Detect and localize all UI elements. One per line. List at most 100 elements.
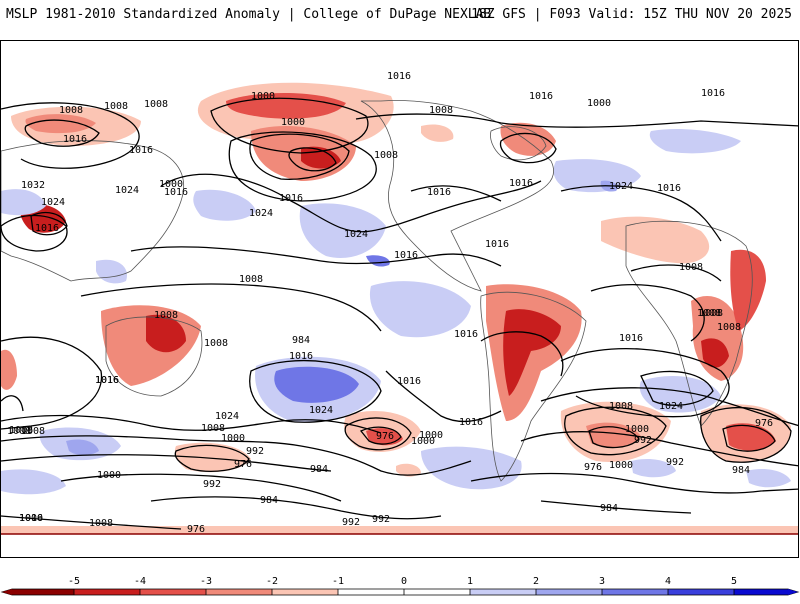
north-america-coast — [360, 100, 554, 292]
isobar-label: 1008 — [144, 99, 168, 110]
isobar-line — [1, 435, 472, 476]
isobar-label: 1008 — [21, 426, 45, 437]
isobar-line — [499, 132, 557, 164]
isobar-line — [722, 424, 776, 452]
isobar-label: 1000 — [251, 91, 275, 102]
isobar-label: 992 — [203, 479, 221, 490]
colorbar-tick-label: -1 — [332, 576, 344, 587]
anomaly-region — [369, 281, 471, 338]
isobar-label: 1008 — [59, 105, 83, 116]
isobar-line — [1, 414, 382, 434]
isobar-label: 1024 — [659, 401, 683, 412]
anomaly-region — [553, 159, 641, 193]
anomaly-map: 1016 1008 1000 1016 1008 1000 1008 1016 1008 1000… — [0, 40, 799, 558]
isobar-line — [80, 283, 382, 332]
anomaly-region — [174, 442, 251, 473]
isobar-line — [588, 426, 640, 449]
isobar-line — [470, 472, 798, 494]
anomaly-region — [421, 124, 454, 142]
isobar-label: 1016 — [35, 223, 59, 234]
isobar-line — [288, 147, 337, 172]
anomaly-region — [586, 422, 641, 448]
isobar-label: 1008 — [679, 262, 703, 273]
isobar-line — [1, 454, 332, 472]
isobar-label: 1016 — [387, 71, 411, 82]
anomaly-region — [503, 309, 561, 396]
anomaly-region — [631, 459, 676, 478]
isobar-label: 1016 — [397, 376, 421, 387]
isobar-label: 1008 — [9, 425, 33, 436]
anomaly-region — [1, 349, 17, 390]
isobar-label: 1016 — [529, 91, 553, 102]
isobar-label: 984 — [732, 465, 750, 476]
isobar-line — [1, 102, 140, 169]
isobar-label: 1016 — [459, 417, 483, 428]
isobar-line — [700, 406, 792, 463]
isobar-line — [30, 212, 68, 236]
isobar-label: 1000 — [19, 513, 43, 524]
isobar-label: 984 — [292, 335, 310, 346]
isobar-line — [150, 496, 442, 520]
isobar-label: 1016 — [289, 351, 313, 362]
isobar-label: 1000 — [281, 117, 305, 128]
isobar-label: 976 — [584, 462, 602, 473]
greenland-coast — [490, 126, 547, 161]
isobar-line — [210, 97, 369, 154]
isobar-label: 1016 — [279, 193, 303, 204]
isobar-label: 1008 — [429, 105, 453, 116]
isobar-label: 1008 — [89, 518, 113, 529]
isobar-labels: 1016 1008 1000 1016 1008 1000 1008 1016 1008 1000… — [7, 71, 773, 535]
isobar-label: 1016 — [129, 145, 153, 156]
isobar-label: 976 — [376, 431, 394, 442]
isobar-label: 1016 — [95, 375, 119, 386]
isobar-line — [590, 284, 705, 342]
isobar-label: 976 — [755, 418, 773, 429]
anomaly-region — [486, 284, 582, 421]
anomaly-region — [193, 189, 256, 221]
anomaly-region — [366, 428, 403, 446]
isobars — [1, 97, 798, 530]
isobar-label: 976 — [187, 524, 205, 535]
isobar-label: 1024 — [41, 197, 65, 208]
isobar-line — [174, 444, 250, 472]
colorbar-tick-label: -2 — [266, 576, 278, 587]
anomaly-region — [366, 255, 390, 267]
isobar-label: 992 — [634, 435, 652, 446]
anomaly-region — [701, 338, 729, 368]
anomaly-region — [730, 249, 766, 331]
australia-coast — [105, 316, 203, 397]
africa-coast — [625, 220, 753, 427]
isobar-line — [228, 131, 377, 202]
isobar-line — [630, 264, 722, 282]
isobar-label: 1016 — [701, 88, 725, 99]
colorbar-bin — [470, 589, 536, 595]
isobar-label: 1000 — [587, 98, 611, 109]
isobar-label: 984 — [600, 503, 618, 514]
anomaly-region — [746, 469, 791, 488]
isobar-label: 992 — [372, 514, 390, 525]
isobar-label: 1016 — [509, 178, 533, 189]
negative-anomaly-shading — [1, 82, 798, 534]
colorbar-arrow-high — [788, 589, 798, 595]
isobar-label: 1008 — [7, 426, 31, 437]
isobar-label: 1024 — [215, 411, 239, 422]
colorbar-tick-label: -3 — [200, 576, 212, 587]
colorbar-tick-label: 1 — [467, 576, 473, 587]
isobar-label: 992 — [666, 457, 684, 468]
isobar-label: 1016 — [95, 375, 119, 386]
isobar-label: 1008 — [697, 308, 721, 319]
map-canvas: 1016 1008 1000 1016 1008 1000 1008 1016 1008 1000… — [1, 71, 798, 535]
anomaly-region — [299, 203, 386, 258]
anomaly-region — [1, 189, 46, 216]
isobar-label: 1008 — [201, 423, 225, 434]
isobar-label: 1016 — [394, 250, 418, 261]
isobar-line — [480, 331, 564, 377]
run-valid-time: 18Z GFS | F093 Valid: 15Z THU NOV 20 202… — [471, 7, 792, 22]
colorbar-tick-label: 2 — [533, 576, 539, 587]
isobar-line — [540, 500, 692, 514]
isobar-label: 1024 — [115, 185, 139, 196]
isobar-label: 1008 — [609, 401, 633, 412]
isobar-label: 984 — [310, 464, 328, 475]
isobar-label: 992 — [246, 446, 264, 457]
isobar-label: 1008 — [717, 322, 741, 333]
